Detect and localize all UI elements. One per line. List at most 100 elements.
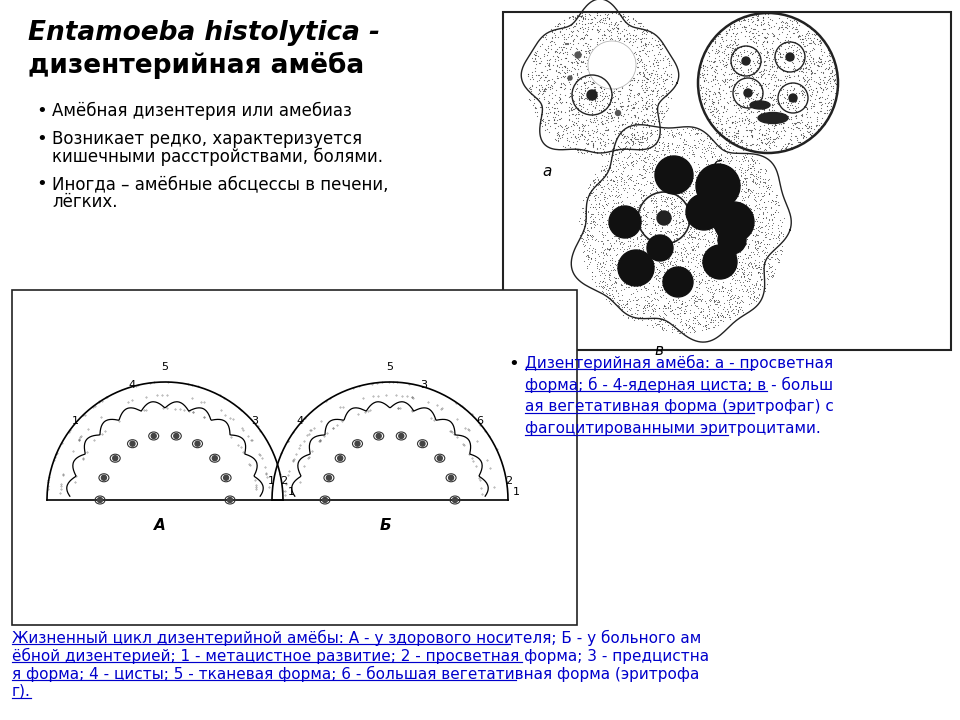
Point [588, 254, 603, 266]
Point [650, 97, 665, 109]
Point [757, 230, 773, 241]
Point [565, 22, 581, 33]
Point [632, 50, 647, 62]
Point [764, 271, 780, 283]
Point [645, 181, 660, 193]
Point [702, 250, 717, 261]
Point [756, 234, 771, 246]
Point [579, 28, 594, 40]
Point [760, 181, 776, 193]
Point [615, 47, 631, 58]
Point [796, 100, 811, 112]
Point [706, 96, 721, 108]
Point [667, 228, 683, 239]
Point [813, 45, 828, 56]
Point [804, 37, 819, 49]
Point [800, 125, 815, 137]
Point [660, 267, 676, 279]
Point [589, 146, 605, 158]
Point [594, 32, 610, 44]
Point [672, 128, 687, 140]
Point [785, 27, 801, 39]
Point [693, 276, 708, 288]
Point [646, 112, 661, 123]
Point [616, 184, 632, 195]
Point [729, 150, 744, 161]
Point [641, 93, 657, 104]
Point [740, 54, 756, 66]
Point [636, 263, 652, 274]
Point [642, 177, 658, 189]
Point [738, 186, 754, 197]
Point [591, 280, 607, 292]
Point [552, 27, 567, 38]
Point [623, 135, 638, 146]
Point [544, 82, 560, 94]
Point [709, 234, 725, 246]
Point [591, 277, 607, 289]
Point [713, 149, 729, 161]
Point [633, 66, 648, 78]
Point [567, 53, 583, 64]
Point [655, 302, 670, 313]
Point [552, 81, 567, 93]
Point [597, 12, 612, 24]
Point [683, 228, 698, 240]
Point [616, 174, 632, 186]
Point [719, 41, 734, 53]
Point [585, 47, 600, 58]
Point [633, 211, 648, 222]
Point [604, 279, 619, 291]
Point [710, 312, 726, 323]
Point [703, 117, 718, 128]
Point [645, 166, 660, 177]
Point [717, 220, 732, 231]
Point [595, 6, 611, 17]
Point [587, 65, 602, 76]
Point [674, 295, 689, 307]
Point [720, 114, 735, 125]
Point [587, 42, 602, 53]
Point [557, 28, 572, 40]
Point [652, 265, 667, 276]
Point [549, 70, 564, 81]
Point [753, 142, 768, 153]
Point [654, 212, 669, 223]
Point [631, 253, 646, 264]
Point [797, 130, 812, 142]
Point [649, 159, 664, 171]
Point [703, 268, 718, 279]
Point [651, 163, 666, 175]
Point [742, 292, 757, 303]
Point [733, 58, 749, 69]
Point [535, 66, 550, 77]
Point [710, 217, 726, 228]
Point [681, 269, 696, 281]
Circle shape [326, 475, 331, 480]
Point [780, 18, 795, 30]
Point [736, 45, 752, 56]
Point [716, 92, 732, 104]
Point [813, 106, 828, 117]
Point [715, 237, 731, 248]
Point [541, 60, 557, 72]
Point [772, 107, 787, 119]
Point [633, 263, 648, 274]
Point [580, 45, 595, 56]
Point [761, 106, 777, 117]
Point [570, 144, 586, 156]
Point [680, 248, 695, 260]
Point [660, 176, 675, 188]
Point [665, 277, 681, 289]
Point [671, 217, 686, 229]
Point [765, 265, 780, 276]
Point [697, 311, 712, 323]
Point [606, 96, 621, 108]
Point [705, 109, 720, 121]
Point [602, 259, 617, 271]
Point [687, 299, 703, 310]
Point [796, 40, 811, 52]
Point [591, 214, 607, 225]
Point [724, 194, 739, 205]
Point [660, 225, 675, 237]
